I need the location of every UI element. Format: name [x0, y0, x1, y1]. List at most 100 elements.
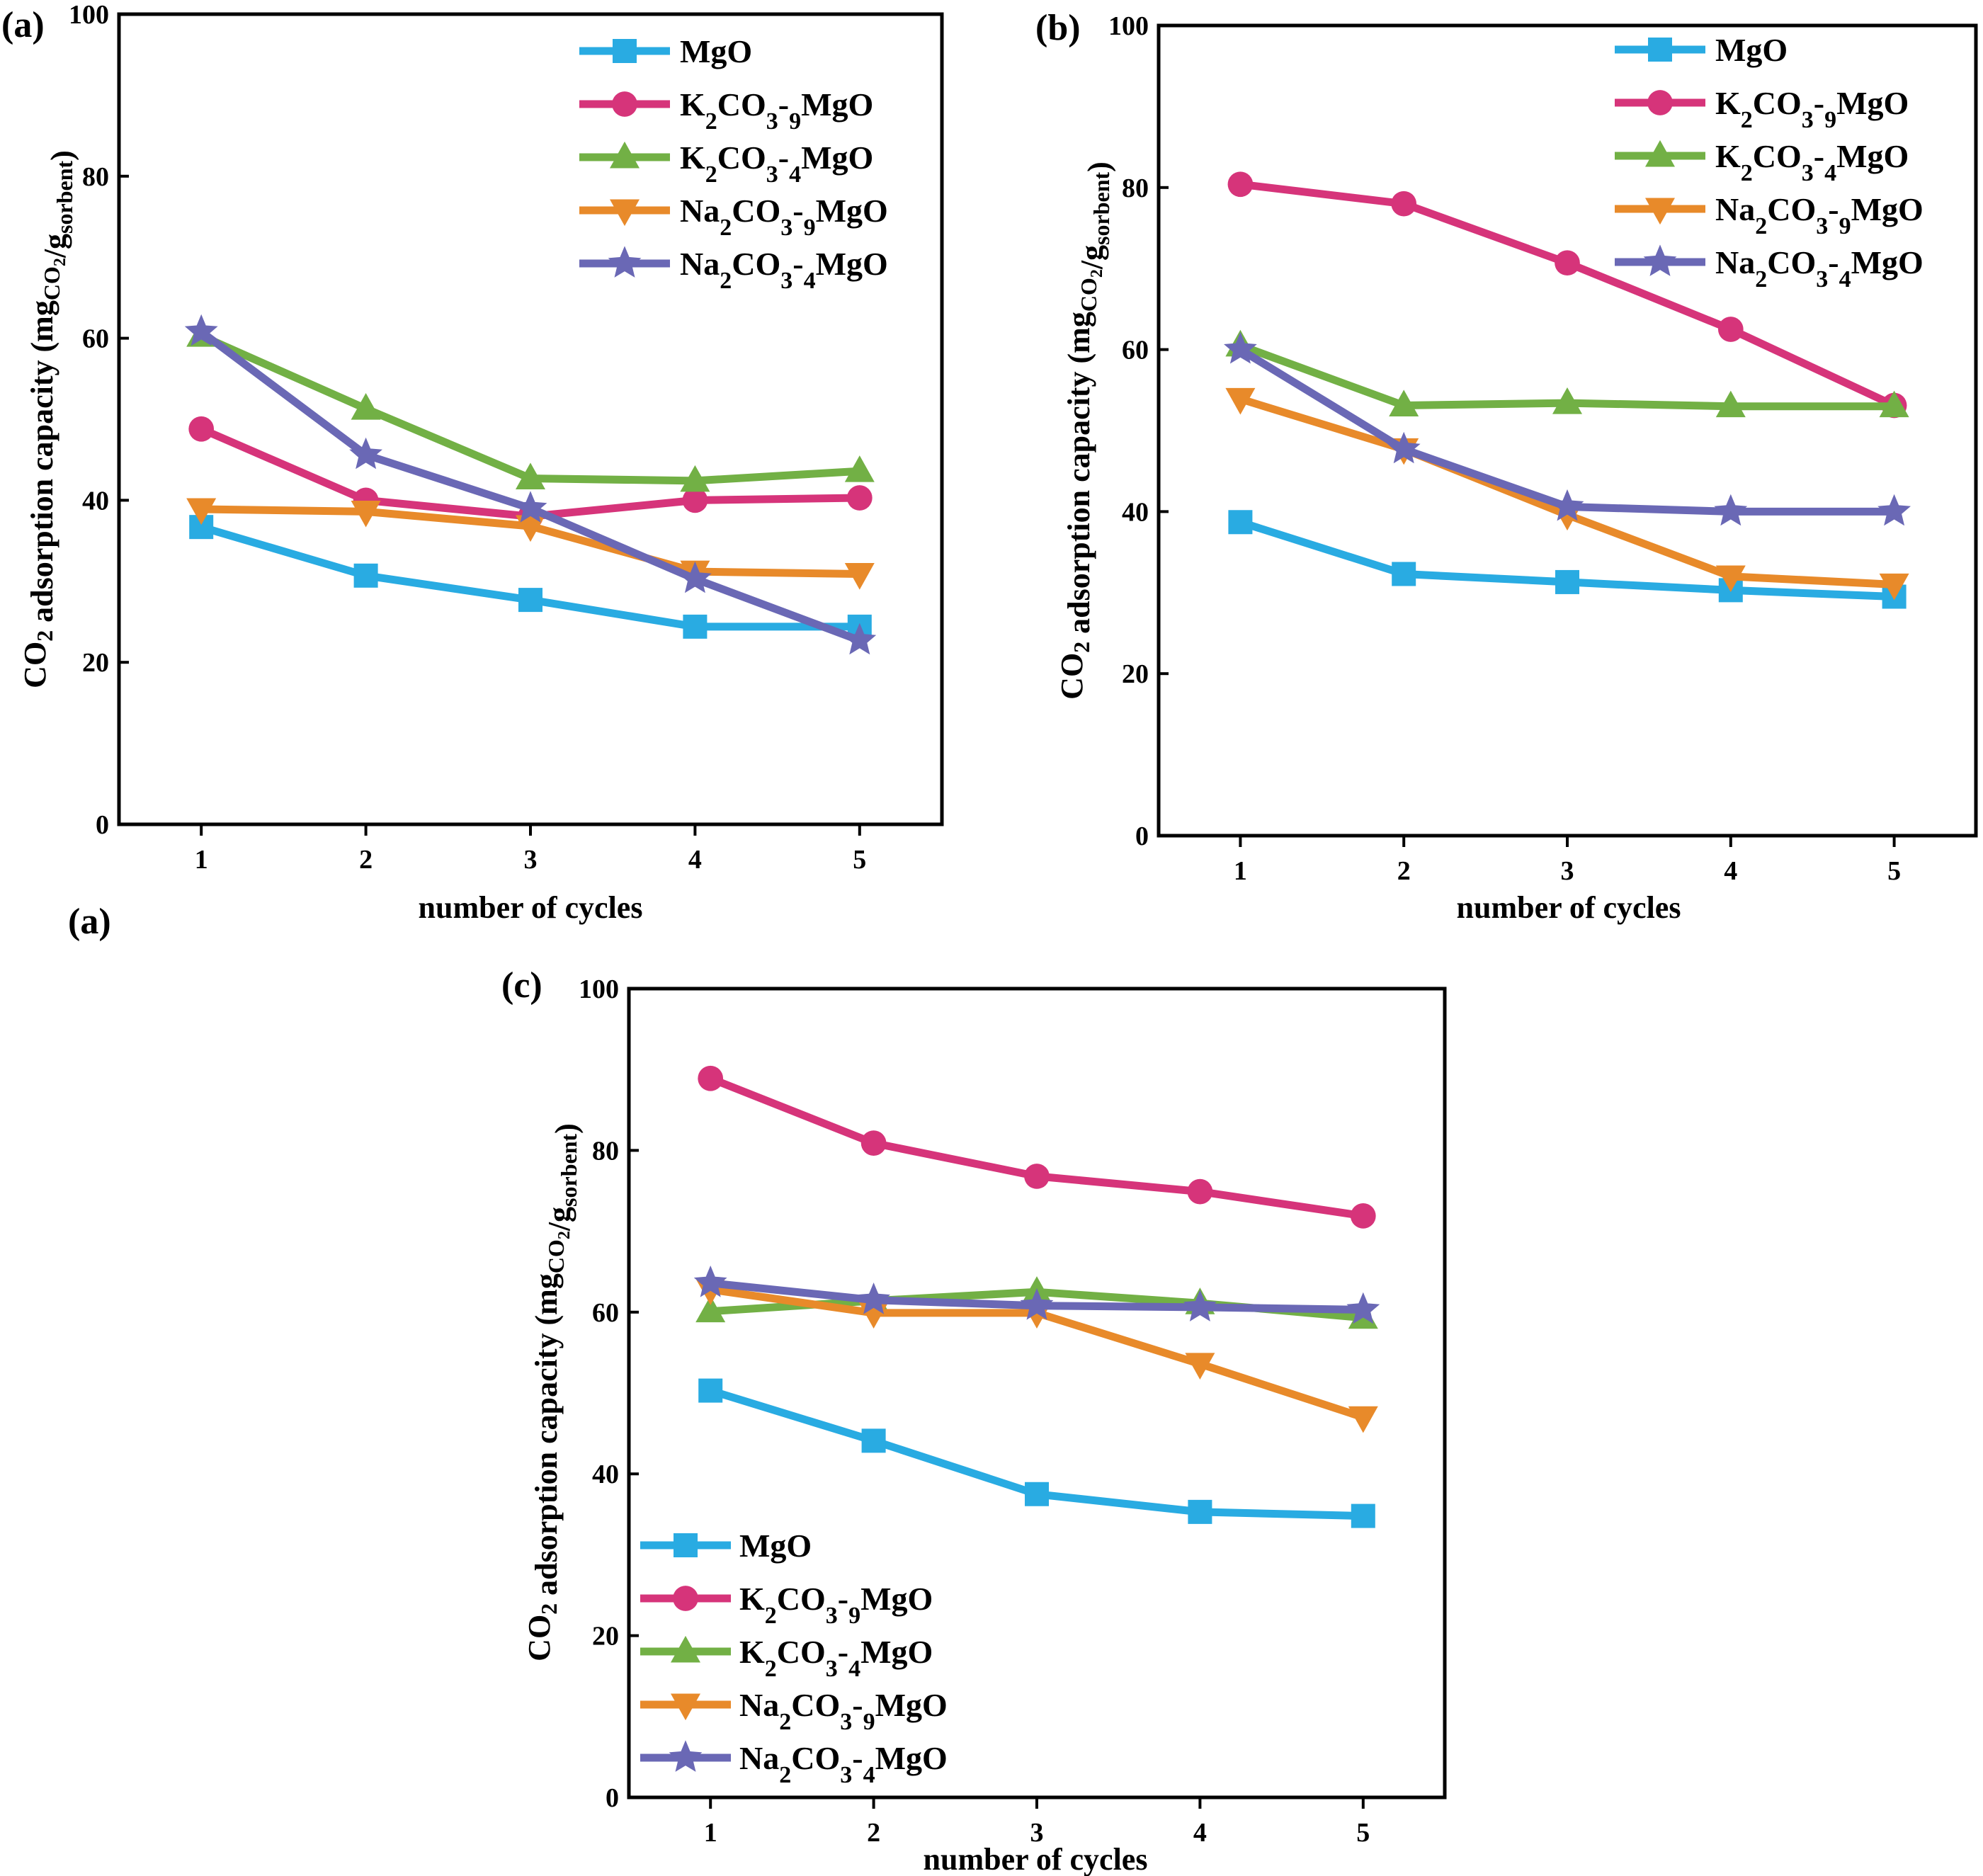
- data-point: [1879, 390, 1909, 418]
- data-point: [693, 1266, 727, 1297]
- data-point: [1715, 565, 1746, 593]
- data-point: [1185, 1353, 1215, 1380]
- legend-label: K2CO3-4MgO: [739, 1634, 933, 1682]
- y-tick-label: 20: [592, 1622, 619, 1652]
- data-point: [186, 498, 217, 525]
- chart-panel-2: 0 20 40 60 80 100 1 2 3 4 5 number of cycles CO2 ads…: [1035, 8, 1978, 925]
- legend-marker: [671, 1635, 700, 1663]
- legend-label: K2CO3-4MgO: [680, 140, 873, 188]
- y-tick-label: 20: [82, 648, 109, 678]
- data-point: [1020, 1288, 1054, 1320]
- data-point: [516, 462, 545, 489]
- y-tick-label: 100: [69, 0, 109, 30]
- series-5: [693, 1266, 1380, 1324]
- data-point: [1389, 390, 1419, 417]
- series-4: [186, 498, 875, 590]
- legend-label: Na2CO3-9MgO: [1715, 191, 1924, 239]
- y-tick-label: 100: [579, 974, 619, 1004]
- legend-marker: [673, 1586, 698, 1611]
- data-point: [1555, 569, 1579, 594]
- panel-label: (b): [1035, 8, 1081, 48]
- legend-label: MgO: [1715, 32, 1788, 68]
- y-tick-label: 20: [1122, 659, 1149, 689]
- x-tick-label: 2: [359, 845, 373, 875]
- data-point: [843, 623, 877, 655]
- y-tick-label: 40: [1122, 497, 1149, 527]
- y-axis-title: CO2 adsorption capacity (mgCO2/gsorbent): [1055, 161, 1116, 700]
- legend-marker: [612, 91, 637, 117]
- series-5: [184, 314, 877, 655]
- panel-label: (c): [501, 965, 542, 1006]
- series-1: [698, 1378, 1375, 1528]
- y-tick-label: 40: [82, 486, 109, 516]
- data-point: [1877, 494, 1911, 526]
- chart-panel-3: 0 20 40 60 80 100 1 2 3 4 5 number of cycles CO2 ads…: [501, 965, 1447, 1876]
- data-point: [1187, 1178, 1213, 1205]
- legend-label: K2CO3-9MgO: [739, 1581, 933, 1629]
- legend-marker: [1648, 38, 1672, 62]
- y-axis-title: CO2 adsorption capacity (mgCO2/gsorbent): [18, 150, 79, 688]
- series-1: [189, 515, 872, 639]
- data-point: [188, 416, 215, 442]
- data-point: [844, 563, 875, 590]
- data-point: [1879, 573, 1909, 601]
- data-point: [184, 314, 218, 346]
- y-axis-title: CO2 adsorption capacity (mgCO2/gsorbent): [522, 1123, 584, 1661]
- x-tick-label: 1: [704, 1818, 717, 1848]
- data-point: [695, 1295, 726, 1323]
- x-tick-label: 3: [524, 845, 538, 875]
- series-1: [1228, 510, 1907, 609]
- data-point: [1348, 1406, 1378, 1433]
- data-point: [860, 1130, 887, 1156]
- legend-marker: [1645, 140, 1675, 167]
- data-point: [1715, 390, 1746, 418]
- legend-label: K2CO3-4MgO: [1715, 138, 1909, 186]
- data-point: [351, 393, 381, 420]
- data-point: [1227, 171, 1254, 198]
- x-tick-label: 4: [688, 845, 702, 875]
- legend-label: MgO: [680, 33, 752, 69]
- data-point: [857, 1283, 890, 1314]
- legend-marker: [610, 141, 640, 169]
- y-tick-label: 60: [592, 1298, 619, 1328]
- legend-label: K2CO3-9MgO: [1715, 85, 1909, 133]
- x-axis-title: number of cycles: [924, 1842, 1148, 1876]
- y-tick-label: 80: [82, 162, 109, 192]
- data-point: [698, 1065, 724, 1091]
- data-point: [1350, 1203, 1376, 1229]
- data-point: [698, 1378, 723, 1403]
- series-2: [698, 1065, 1376, 1229]
- data-point: [1555, 250, 1580, 276]
- data-point: [1225, 387, 1256, 415]
- x-tick-label: 3: [1561, 856, 1574, 886]
- y-tick-label: 80: [592, 1136, 619, 1166]
- legend-marker: [1645, 198, 1675, 225]
- x-tick-label: 3: [1030, 1818, 1044, 1848]
- y-tick-label: 80: [1122, 174, 1149, 203]
- legend-label: Na2CO3-4MgO: [680, 246, 888, 294]
- x-tick-label: 4: [1193, 1818, 1207, 1848]
- y-tick-label: 40: [592, 1460, 619, 1489]
- x-tick-label: 1: [1234, 856, 1247, 886]
- data-point: [1717, 317, 1744, 342]
- data-point: [1391, 191, 1417, 217]
- stray-panel-label: (a): [68, 902, 111, 942]
- x-axis-title: number of cycles: [1457, 890, 1681, 925]
- data-point: [1552, 387, 1582, 414]
- legend-label: MgO: [739, 1528, 812, 1564]
- x-tick-label: 5: [1356, 1818, 1370, 1848]
- x-axis-title: number of cycles: [419, 890, 643, 925]
- y-tick-label: 60: [1122, 336, 1149, 365]
- x-tick-label: 2: [867, 1818, 880, 1848]
- series-2: [1227, 171, 1907, 419]
- legend-marker: [613, 39, 637, 63]
- data-point: [1351, 1503, 1375, 1528]
- panel-label: (a): [1, 5, 45, 45]
- legend-marker: [671, 1693, 700, 1721]
- data-point: [1025, 1482, 1049, 1506]
- x-tick-label: 4: [1724, 856, 1737, 886]
- data-point: [1550, 489, 1584, 521]
- data-point: [680, 465, 710, 492]
- data-point: [844, 455, 875, 482]
